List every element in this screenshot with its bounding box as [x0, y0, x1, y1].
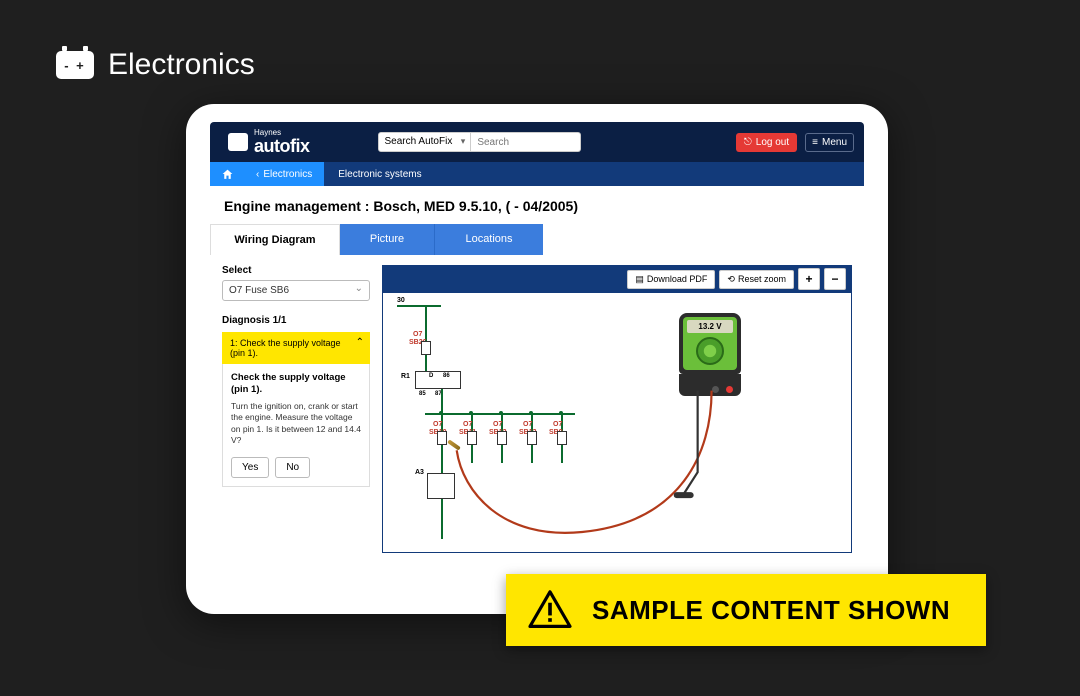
zoom-out-button[interactable]: − — [824, 268, 846, 290]
app-screen: Haynes autofix Search AutoFix ⎋ Log out … — [210, 122, 864, 596]
diagram-label: O7 — [463, 421, 472, 428]
battery-icon: - + — [56, 51, 94, 79]
no-button[interactable]: No — [275, 457, 310, 478]
content-body: Select O7 Fuse SB6 Diagnosis 1/1 1: Chec… — [210, 255, 864, 591]
download-icon: ▤ — [635, 274, 644, 285]
wire — [441, 445, 443, 475]
diagram-label: O7 — [523, 421, 532, 428]
diagram-label: O7 — [553, 421, 562, 428]
zoom-in-button[interactable]: + — [798, 268, 820, 290]
page-heading: Engine management : Bosch, MED 9.5.10, (… — [210, 186, 864, 224]
wire-node — [559, 411, 563, 415]
breadcrumb: ‹ Electronics Electronic systems — [210, 162, 864, 186]
diagram-label: A3 — [415, 469, 424, 476]
fuse-box — [527, 431, 537, 445]
meter-reading: 13.2 V — [687, 320, 733, 333]
reset-zoom-button[interactable]: ⟲ Reset zoom — [719, 270, 794, 289]
top-bar: Haynes autofix Search AutoFix ⎋ Log out … — [210, 122, 864, 162]
wire — [471, 445, 473, 463]
reset-label: Reset zoom — [738, 274, 786, 284]
wire — [441, 389, 443, 413]
fuse-box — [557, 431, 567, 445]
breadcrumb-back[interactable]: ‹ Electronics — [244, 162, 324, 186]
reset-icon: ⟲ — [727, 274, 735, 285]
multimeter: 13.2 V — [679, 313, 741, 396]
logout-button[interactable]: ⎋ Log out — [736, 133, 797, 152]
wire — [425, 305, 427, 341]
wire-node — [499, 411, 503, 415]
user-icon: ⎋ — [744, 137, 752, 148]
diagram-label: R1 — [401, 373, 410, 380]
warning-icon — [528, 590, 572, 630]
search-input[interactable] — [471, 132, 581, 152]
diagram-label: O7 — [433, 421, 442, 428]
fuse-box — [437, 431, 447, 445]
tab-locations[interactable]: Locations — [435, 224, 543, 255]
breadcrumb-back-label: Electronics — [263, 169, 312, 180]
page-title: Electronics — [108, 48, 255, 82]
wire — [441, 499, 443, 539]
brand-icon — [228, 133, 248, 151]
page-header: - + Electronics — [0, 0, 1080, 82]
fuse-select[interactable]: O7 Fuse SB6 — [222, 280, 370, 301]
fuse-box — [421, 341, 431, 355]
left-column: Select O7 Fuse SB6 Diagnosis 1/1 1: Chec… — [222, 265, 370, 591]
wiring-diagram[interactable]: 30 O7 SB26 R1 D 86 85 87 — [382, 293, 852, 553]
logout-label: Log out — [756, 137, 789, 148]
jack-black — [712, 386, 719, 393]
diagram-label: D — [429, 373, 433, 379]
tabs: Wiring Diagram Picture Locations — [210, 224, 864, 255]
menu-label: Menu — [822, 137, 847, 148]
jack-red — [726, 386, 733, 393]
relay-box — [415, 371, 461, 389]
diagnosis-body: Check the supply voltage (pin 1). Turn t… — [222, 364, 370, 487]
wire-node — [469, 411, 473, 415]
brand-main: autofix — [254, 136, 310, 156]
module-box — [427, 473, 455, 499]
home-icon[interactable] — [210, 162, 244, 186]
right-column: ▤ Download PDF ⟲ Reset zoom + − 30 — [382, 265, 852, 591]
diagnosis-subtitle: Check the supply voltage (pin 1). — [231, 372, 361, 397]
wire-node — [529, 411, 533, 415]
probe-tip — [447, 439, 461, 450]
search-scope-dropdown[interactable]: Search AutoFix — [378, 132, 472, 152]
download-label: Download PDF — [647, 274, 708, 284]
download-pdf-button[interactable]: ▤ Download PDF — [627, 270, 715, 289]
diagnosis-text: Turn the ignition on, crank or start the… — [231, 401, 361, 447]
tab-wiring-diagram[interactable]: Wiring Diagram — [210, 224, 340, 255]
diagnosis-step-header[interactable]: 1: Check the supply voltage (pin 1). — [222, 332, 370, 364]
diagram-label: O7 — [493, 421, 502, 428]
wire — [501, 445, 503, 463]
banner-text: SAMPLE CONTENT SHOWN — [592, 595, 950, 626]
menu-button[interactable]: ≡ Menu — [805, 133, 854, 152]
meter-dial-icon — [696, 337, 724, 365]
diagram-label: O7 — [413, 331, 422, 338]
yes-button[interactable]: Yes — [231, 457, 269, 478]
brand[interactable]: Haynes autofix — [228, 129, 310, 156]
hamburger-icon: ≡ — [812, 137, 818, 148]
diagram-toolbar: ▤ Download PDF ⟲ Reset zoom + − — [382, 265, 852, 293]
diagram-label: 85 — [419, 391, 426, 397]
chevron-left-icon: ‹ — [256, 169, 259, 180]
search: Search AutoFix — [378, 132, 582, 152]
select-label: Select — [222, 265, 370, 276]
wire — [561, 445, 563, 463]
sample-banner: SAMPLE CONTENT SHOWN — [506, 574, 986, 646]
wire — [397, 305, 441, 307]
diagram-label: 86 — [443, 373, 450, 379]
diagram-label: 30 — [397, 297, 405, 304]
diagnosis-label: Diagnosis 1/1 — [222, 315, 370, 326]
fuse-box — [497, 431, 507, 445]
tab-picture[interactable]: Picture — [340, 224, 435, 255]
tablet-frame: Haynes autofix Search AutoFix ⎋ Log out … — [186, 104, 888, 614]
breadcrumb-current: Electronic systems — [324, 162, 435, 186]
probe-leads — [383, 293, 851, 552]
wire — [531, 445, 533, 463]
fuse-box — [467, 431, 477, 445]
